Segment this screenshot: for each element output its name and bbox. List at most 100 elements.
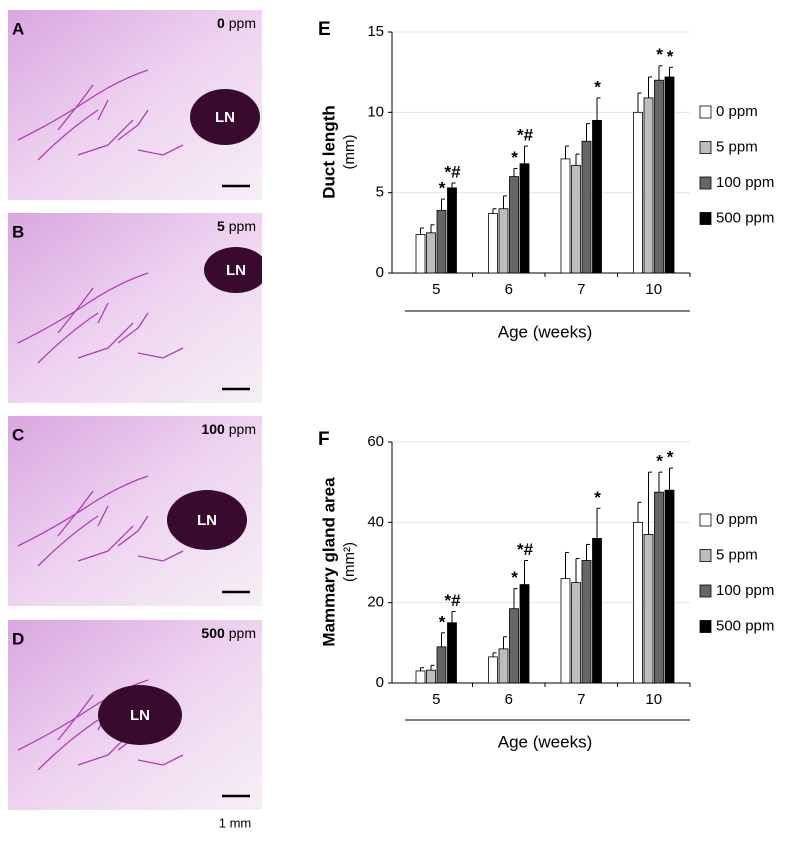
- x-tick-label: 7: [577, 691, 585, 708]
- legend-swatch: [699, 584, 712, 598]
- bar: [633, 111, 643, 274]
- bar: [436, 646, 447, 684]
- lymph-node-label: LN: [226, 262, 246, 279]
- panel-letter: E: [318, 19, 331, 40]
- y-tick-label: 5: [376, 184, 384, 201]
- x-tick-label: 7: [577, 281, 585, 298]
- panel-letter: F: [318, 429, 330, 450]
- legend-swatch: [699, 549, 712, 562]
- significance-label: *#: [517, 540, 534, 559]
- bar: [633, 521, 643, 684]
- photo-clip: [262, 620, 282, 810]
- y-axis-label: Mammary gland area: [319, 477, 338, 647]
- duct-branches: [17, 475, 184, 567]
- duct-branches: [17, 272, 184, 364]
- dose-label: 100 ppm: [201, 421, 256, 437]
- x-tick-label: 6: [505, 281, 513, 298]
- significance-label: *: [439, 179, 446, 198]
- significance-label: *#: [444, 591, 461, 610]
- significance-label: *#: [444, 163, 461, 182]
- x-tick-label: 10: [645, 691, 662, 708]
- bar: [581, 140, 592, 274]
- lymph-node-label: LN: [197, 512, 217, 529]
- bar: [519, 163, 530, 274]
- x-tick-label: 6: [505, 691, 513, 708]
- photo: [8, 213, 262, 403]
- lymph-node: LN: [98, 685, 182, 745]
- bar: [498, 648, 509, 684]
- y-axis-unit: (mm): [341, 135, 358, 170]
- bar: [654, 491, 664, 684]
- photo-clip: [262, 416, 282, 606]
- bar: [643, 97, 654, 274]
- significance-label: *: [594, 77, 601, 96]
- duct-branches: [17, 69, 184, 161]
- dose-label: 500 ppm: [201, 625, 256, 641]
- dose-label: 0 ppm: [217, 15, 256, 31]
- bar: [509, 176, 519, 274]
- y-axis-unit: (mm²): [341, 542, 358, 582]
- bar: [581, 560, 592, 684]
- y-tick-label: 0: [376, 264, 384, 281]
- legend-swatch: [699, 141, 712, 154]
- dose-label: 5 ppm: [217, 218, 256, 234]
- bar: [415, 670, 426, 684]
- dose-unit: ppm: [229, 15, 256, 31]
- panel-letter: C: [12, 425, 24, 444]
- y-tick-label: 20: [367, 594, 384, 611]
- lymph-node-shape: [167, 490, 247, 550]
- significance-label: *: [656, 45, 663, 64]
- bar: [519, 584, 530, 684]
- lymph-node: LN: [167, 490, 247, 550]
- significance-label: *: [656, 452, 663, 471]
- scale-bar-label: 1 mm: [219, 815, 252, 830]
- bar: [426, 232, 436, 274]
- legend-label: 5 ppm: [716, 138, 758, 155]
- significance-label: *: [439, 612, 446, 631]
- dose-value: 5: [217, 218, 225, 234]
- legend-swatch: [699, 212, 712, 225]
- bar: [488, 656, 498, 684]
- bar: [664, 489, 675, 684]
- legend-label: 500 ppm: [716, 617, 774, 634]
- lymph-node-label: LN: [130, 707, 150, 724]
- x-tick-label: 10: [645, 281, 662, 298]
- y-axis-label: Duct length: [319, 105, 338, 199]
- dose-value: 0: [217, 15, 225, 31]
- bar: [436, 209, 447, 274]
- dose-value: 100: [201, 421, 225, 437]
- legend-swatch: [699, 176, 712, 190]
- legend-label: 5 ppm: [716, 546, 758, 563]
- bar: [592, 119, 602, 274]
- lymph-node-label: LN: [215, 109, 235, 126]
- bar: [447, 622, 457, 684]
- bar: [571, 164, 581, 274]
- bar: [509, 608, 519, 684]
- bar: [498, 208, 509, 274]
- x-axis-label: Age (weeks): [498, 322, 592, 341]
- photo-clip: [262, 10, 282, 200]
- significance-label: *: [511, 148, 518, 167]
- legend-label: 500 ppm: [716, 209, 774, 226]
- panel-letter: A: [12, 19, 24, 38]
- significance-label: *: [594, 488, 601, 507]
- significance-label: *#: [517, 126, 534, 145]
- legend-label: 100 ppm: [716, 582, 774, 599]
- bar: [664, 76, 675, 274]
- y-tick-label: 60: [367, 433, 384, 450]
- x-axis-label: Age (weeks): [498, 732, 592, 751]
- bar: [643, 533, 654, 684]
- bar: [447, 187, 457, 274]
- lymph-node: LN: [190, 89, 260, 145]
- dose-unit: ppm: [229, 421, 256, 437]
- bar: [560, 578, 571, 684]
- bar: [488, 213, 498, 274]
- lymph-node-shape: [204, 247, 268, 293]
- bar: [560, 158, 571, 274]
- lymph-node: LN: [204, 247, 268, 293]
- dose-value: 500: [201, 625, 225, 641]
- legend-swatch: [699, 105, 712, 119]
- lymph-node-shape: [98, 685, 182, 745]
- bar: [654, 79, 664, 274]
